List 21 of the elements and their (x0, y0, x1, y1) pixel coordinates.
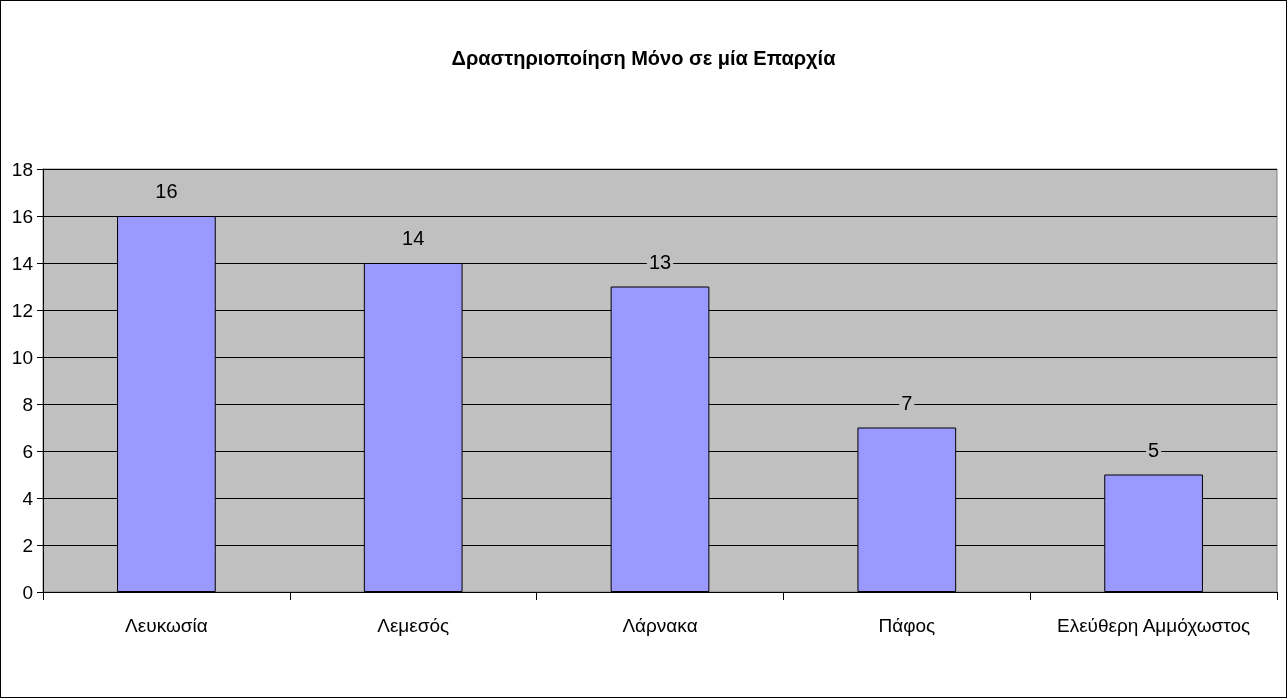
x-tick-label: Λεμεσός (377, 615, 450, 636)
data-label: 14 (402, 227, 425, 249)
data-label: 5 (1148, 438, 1160, 461)
y-tick-label: 12 (11, 299, 33, 321)
data-label: 13 (648, 250, 672, 273)
y-tick-label: 6 (22, 440, 33, 462)
x-tick-label: Ελεύθερη Αμμόχωστος (1056, 615, 1251, 636)
y-tick-label: 10 (11, 346, 33, 368)
x-tick-label: Πάφος (878, 615, 936, 636)
y-tick-label: 18 (11, 158, 33, 180)
data-label: 7 (901, 391, 913, 414)
x-tick-label: Λάρνακα (622, 615, 698, 636)
y-tick-label: 0 (22, 581, 33, 603)
x-tick-label: Λευκωσία (125, 615, 208, 636)
y-tick-label: 8 (22, 393, 33, 415)
y-tick-label: 2 (22, 534, 33, 556)
y-tick-label: 14 (11, 252, 34, 274)
y-tick-label: 4 (22, 487, 34, 509)
y-tick-label: 16 (11, 205, 33, 227)
chart-title: Δραστηριοποίηση Μόνο σε μία Επαρχία (451, 47, 837, 69)
data-label: 16 (155, 180, 178, 202)
